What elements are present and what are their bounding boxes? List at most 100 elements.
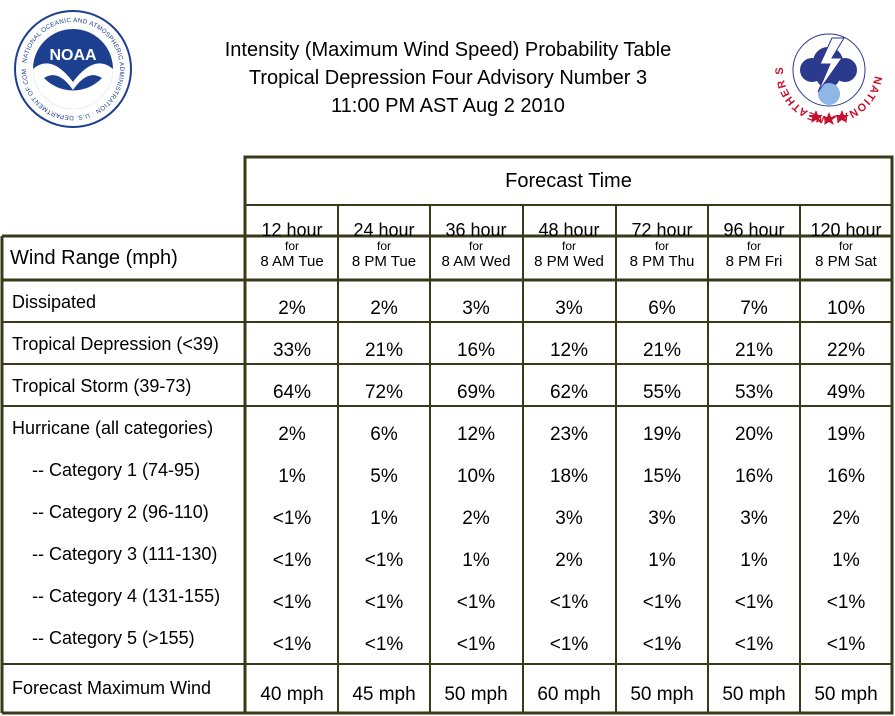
row-label-category-1: -- Category 1 (74-95)	[32, 460, 201, 480]
table-cell: 16%	[734, 466, 774, 487]
table-cell: <1%	[642, 634, 682, 655]
table-cell: 1%	[462, 550, 490, 571]
row-label-category-4: -- Category 4 (131-155)	[32, 586, 221, 606]
table-cell: 21%	[364, 340, 404, 361]
table-cell: 10%	[826, 298, 866, 319]
column-for: for	[468, 239, 483, 253]
table-cell: 23%	[549, 424, 589, 445]
table-cell: 7%	[740, 298, 768, 319]
table-cell: 50 mph	[444, 684, 508, 705]
table-cell: <1%	[734, 592, 774, 613]
row-label-tropical-storm: Tropical Storm (39-73)	[12, 376, 192, 396]
column-time: 8 PM Thu	[629, 253, 695, 270]
table-cell: 1%	[648, 550, 676, 571]
column-for: for	[376, 239, 391, 253]
column-time: 8 PM Wed	[534, 253, 604, 270]
table-cell: 1%	[832, 550, 860, 571]
column-for: for	[746, 239, 761, 253]
column-header-48h: 48 hour for 8 PM Wed	[523, 220, 615, 271]
table-cell: <1%	[364, 550, 404, 571]
column-for: for	[838, 239, 853, 253]
row-label-dissipated: Dissipated	[12, 292, 97, 312]
wind-range-heading: Wind Range (mph)	[10, 247, 178, 269]
table-cell: <1%	[364, 634, 404, 655]
column-header-72h: 72 hour for 8 PM Thu	[616, 220, 708, 271]
column-time: 8 AM Tue	[260, 253, 324, 270]
table-cell: <1%	[456, 592, 496, 613]
table-cell: 40 mph	[260, 684, 324, 705]
table-cell: 22%	[826, 340, 866, 361]
column-hour: 36 hour	[445, 220, 507, 240]
table-cell: 2%	[555, 550, 583, 571]
table-cell: <1%	[272, 508, 312, 529]
table-cell: 1%	[740, 550, 768, 571]
column-hour: 24 hour	[353, 220, 415, 240]
noaa-logo-text: NOAA	[49, 47, 97, 64]
title-line-3: 11:00 PM AST Aug 2 2010	[331, 95, 565, 117]
table-cell: 18%	[549, 466, 589, 487]
table-cell: 64%	[272, 382, 312, 403]
table-cell: 49%	[826, 382, 866, 403]
table-cell: <1%	[272, 592, 312, 613]
column-hour: 12 hour	[261, 220, 323, 240]
table-cell: <1%	[549, 634, 589, 655]
table-cell: <1%	[826, 634, 866, 655]
nws-logo-icon: NATIONAL WEATHER SERVICE	[772, 8, 884, 125]
table-cell: <1%	[642, 592, 682, 613]
table-cell: 2%	[278, 424, 306, 445]
column-hour: 48 hour	[538, 220, 600, 240]
row-label-category-3: -- Category 3 (111-130)	[32, 544, 218, 564]
column-time: 8 PM Sat	[815, 253, 877, 270]
column-time: 8 PM Fri	[725, 253, 783, 270]
table-cell: 1%	[370, 508, 398, 529]
table-cell: <1%	[549, 592, 589, 613]
table-cell: 6%	[370, 424, 398, 445]
column-for: for	[284, 239, 299, 253]
table-cell: 33%	[272, 340, 312, 361]
table-cell: 5%	[370, 466, 398, 487]
table-cell: 21%	[734, 340, 774, 361]
title-line-2: Tropical Depression Four Advisory Number…	[248, 67, 648, 89]
table-cell: <1%	[272, 550, 312, 571]
table-cell: 10%	[456, 466, 496, 487]
table-cell: <1%	[734, 634, 774, 655]
table-cell: 20%	[734, 424, 774, 445]
column-header-96h: 96 hour for 8 PM Fri	[708, 220, 800, 271]
page-header: NOAA NATIONAL OCEANIC AND ATMOSPHERIC AD…	[0, 0, 895, 155]
table-cell: 12%	[549, 340, 589, 361]
table-cell: 72%	[364, 382, 404, 403]
row-label-category-2: -- Category 2 (96-110)	[32, 502, 209, 522]
column-for: for	[654, 239, 669, 253]
page-title: Intensity (Maximum Wind Speed) Probabili…	[150, 36, 746, 120]
table-cell: 3%	[740, 508, 768, 529]
table-cell: 55%	[642, 382, 682, 403]
table-cell: 50 mph	[814, 684, 878, 705]
row-label-hurricane: Hurricane (all categories)	[12, 418, 214, 438]
title-line-1: Intensity (Maximum Wind Speed) Probabili…	[224, 39, 672, 61]
table-cell: 19%	[826, 424, 866, 445]
table-cell: 2%	[832, 508, 860, 529]
row-label-tropical-depression: Tropical Depression (<39)	[12, 334, 219, 354]
table-cell: 62%	[549, 382, 589, 403]
table-cell: 6%	[648, 298, 676, 319]
table-cell: 50 mph	[722, 684, 786, 705]
column-time: 8 PM Tue	[351, 253, 417, 270]
table-cell: 2%	[370, 298, 398, 319]
column-header-120h: 120 hour for 8 PM Sat	[800, 220, 892, 271]
column-time: 8 AM Wed	[441, 253, 511, 270]
column-header-24h: 24 hour for 8 PM Tue	[338, 220, 430, 271]
table-cell: <1%	[826, 592, 866, 613]
table-cell: 3%	[555, 298, 583, 319]
table-cell: 53%	[734, 382, 774, 403]
table-cell: 2%	[462, 508, 490, 529]
column-for: for	[561, 239, 576, 253]
forecast-time-heading: Forecast Time	[505, 170, 632, 192]
table-cell: 3%	[462, 298, 490, 319]
table-cell: 21%	[642, 340, 682, 361]
table-cell: <1%	[272, 634, 312, 655]
table-cell: <1%	[364, 592, 404, 613]
table-cell: 45 mph	[352, 684, 416, 705]
table-cell: 1%	[278, 466, 306, 487]
column-hour: 72 hour	[631, 220, 693, 240]
